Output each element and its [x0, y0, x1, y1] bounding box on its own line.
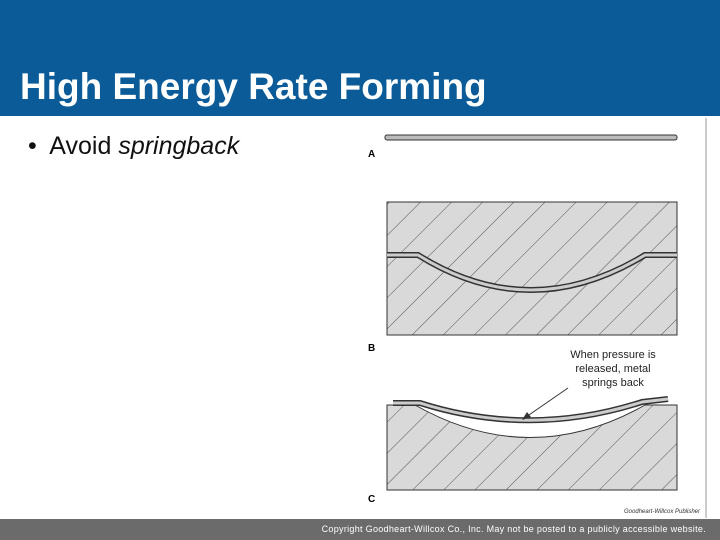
figure: A B When pressure is released, metal spr… — [368, 118, 707, 518]
slide-title: High Energy Rate Forming — [20, 66, 487, 107]
die-closed — [386, 201, 678, 336]
sheet-blank — [384, 134, 678, 141]
figure-label: A — [368, 149, 375, 160]
annotation: springs back — [582, 377, 644, 389]
bullet-emphasis: springback — [118, 132, 240, 160]
bullet-text: Avoid — [49, 132, 112, 160]
arrow — [525, 387, 569, 418]
header-bar: High Energy Rate Forming — [0, 0, 720, 116]
footer-bar: Copyright Goodheart-Willcox Co., Inc. Ma… — [0, 519, 720, 540]
figure-label: C — [368, 494, 375, 505]
sprung-sheet-fill — [393, 397, 669, 422]
annotation: released, metal — [575, 363, 650, 375]
annotation: When pressure is — [570, 349, 656, 361]
figure-credit: Goodheart-Willcox Publisher — [624, 509, 701, 515]
copyright: Copyright Goodheart-Willcox Co., Inc. Ma… — [321, 524, 706, 534]
lower-die — [386, 404, 678, 491]
figure-label: B — [368, 343, 375, 354]
formed-sheet-fill — [387, 253, 677, 292]
arrow-head — [522, 412, 531, 420]
bullet: • Avoid springback — [28, 132, 240, 160]
